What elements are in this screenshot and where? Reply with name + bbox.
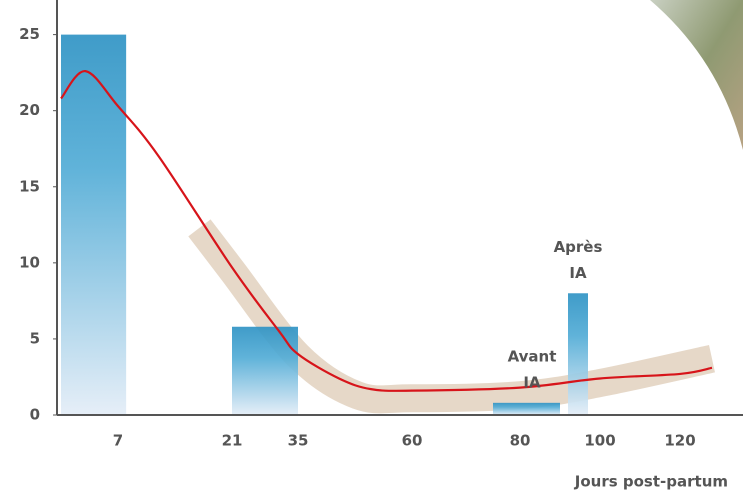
bar: [568, 293, 588, 415]
x-axis-label: Jours post-partum: [574, 473, 728, 491]
bar: [493, 402, 560, 415]
x-tick-label: 7: [113, 432, 123, 450]
annotation: IA: [569, 264, 587, 282]
y-tick-label: 15: [19, 177, 40, 195]
x-tick-label: 80: [510, 432, 531, 450]
x-tick-label: 120: [664, 432, 695, 450]
annotation: IA: [523, 373, 541, 391]
annotation: Après: [554, 238, 603, 256]
trend-line: [60, 70, 713, 392]
bar: [232, 326, 298, 415]
y-tick-label: 20: [19, 101, 40, 119]
x-tick-label: 100: [584, 432, 615, 450]
y-tick-label: 5: [30, 329, 40, 347]
x-tick-label: 35: [288, 432, 309, 450]
background-photo: [650, 0, 743, 150]
y-tick-label: 0: [30, 406, 40, 424]
x-tick-label: 60: [402, 432, 423, 450]
x-tick-label: 21: [222, 432, 243, 450]
annotation: Avant: [508, 347, 557, 365]
trend-band: [188, 219, 715, 414]
y-tick-label: 25: [19, 25, 40, 43]
bar: [61, 34, 127, 415]
y-tick-label: 10: [19, 253, 40, 271]
